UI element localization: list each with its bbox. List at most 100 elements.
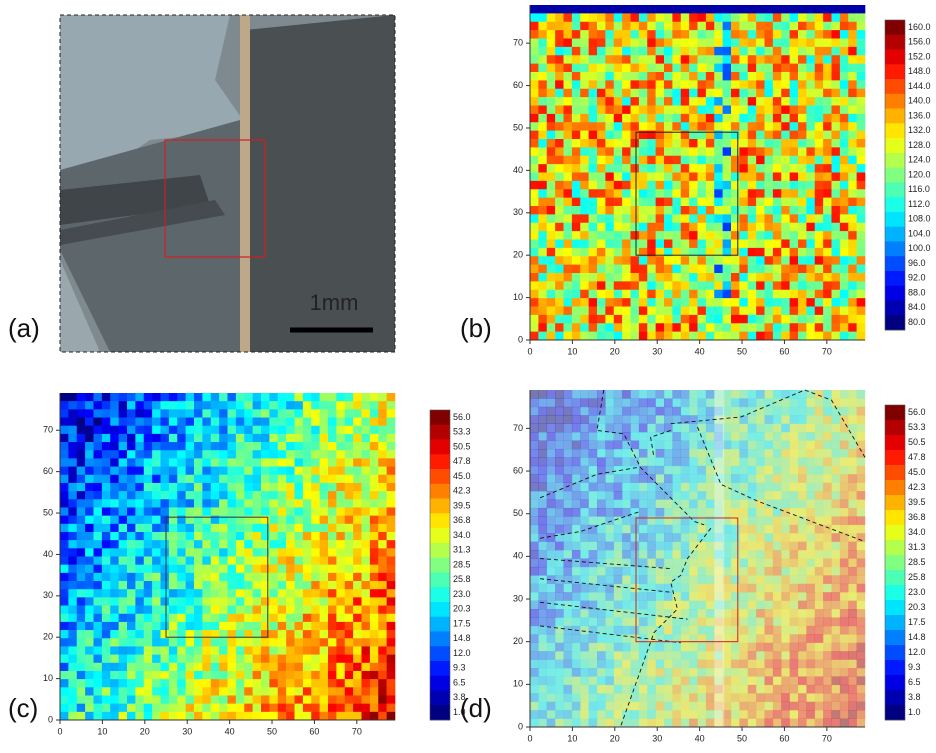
heatmap-cell (110, 695, 119, 703)
heatmap-cell (144, 646, 153, 654)
heatmap-cell (806, 500, 815, 509)
heatmap-cell (723, 106, 732, 115)
heatmap-cell (580, 491, 589, 500)
heatmap-cell (798, 181, 807, 190)
heatmap-cell (530, 80, 539, 89)
heatmap-cell (186, 524, 195, 532)
heatmap-cell (177, 646, 186, 654)
heatmap-cell (370, 622, 379, 630)
heatmap-cell (387, 695, 396, 703)
heatmap-cell (823, 466, 832, 475)
heatmap-cell (85, 622, 94, 630)
heatmap-cell (295, 646, 304, 654)
heatmap-cell (664, 315, 673, 324)
heatmap-cell (547, 332, 556, 341)
heatmap-cell (672, 441, 681, 450)
heatmap-cell (806, 39, 815, 48)
heatmap-cell (538, 424, 547, 433)
heatmap-cell (706, 609, 715, 618)
heatmap-cell (370, 679, 379, 687)
heatmap-cell (538, 710, 547, 719)
heatmap-cell (286, 393, 295, 401)
heatmap-cell (589, 307, 598, 316)
heatmap-cell (614, 198, 623, 207)
heatmap-cell (387, 483, 396, 491)
heatmap-cell (228, 409, 237, 417)
heatmap-cell (689, 332, 698, 341)
heatmap-cell (303, 622, 312, 630)
heatmap-cell (748, 390, 757, 399)
heatmap-cell (572, 559, 581, 568)
heatmap-cell (631, 525, 640, 534)
heatmap-cell (790, 290, 799, 299)
heatmap-cell (698, 13, 707, 22)
heatmap-cell (756, 164, 765, 173)
heatmap-cell (547, 97, 556, 106)
heatmap-cell (244, 622, 253, 630)
heatmap-cell (269, 573, 278, 581)
heatmap-cell (244, 687, 253, 695)
heatmap-cell (211, 704, 220, 712)
heatmap-cell (857, 398, 866, 407)
heatmap-cell (244, 524, 253, 532)
heatmap-cell (127, 491, 136, 499)
heatmap-cell (303, 524, 312, 532)
heatmap-cell (698, 575, 707, 584)
heatmap-cell (664, 156, 673, 165)
heatmap-cell (530, 457, 539, 466)
heatmap-cell (664, 55, 673, 64)
heatmap-cell (706, 122, 715, 131)
heatmap-cell (790, 483, 799, 492)
heatmap-cell (169, 679, 178, 687)
heatmap-cell (135, 581, 144, 589)
heatmap-cell (765, 668, 774, 677)
heatmap-cell (202, 687, 211, 695)
heatmap-cell (202, 548, 211, 556)
heatmap-cell (564, 575, 573, 584)
heatmap-cell (823, 542, 832, 551)
heatmap-cell (798, 500, 807, 509)
heatmap-cell (94, 409, 103, 417)
heatmap-cell (110, 458, 119, 466)
heatmap-cell (362, 458, 371, 466)
heatmap-cell (672, 114, 681, 123)
heatmap-cell (228, 687, 237, 695)
heatmap-cell (698, 719, 707, 728)
colorbar-block (430, 587, 450, 602)
heatmap-cell (739, 432, 748, 441)
heatmap-cell (773, 332, 782, 341)
heatmap-cell (815, 223, 824, 232)
heatmap-cell (144, 418, 153, 426)
heatmap-cell (790, 164, 799, 173)
heatmap-cell (353, 426, 362, 434)
heatmap-cell (119, 646, 128, 654)
heatmap-cell (311, 467, 320, 475)
heatmap-cell (798, 114, 807, 123)
heatmap-cell (664, 332, 673, 341)
colorbar-block (430, 410, 450, 425)
heatmap-cell (127, 557, 136, 565)
heatmap-cell (748, 609, 757, 618)
heatmap-cell (622, 643, 631, 652)
heatmap-cell (748, 181, 757, 190)
heatmap-cell (798, 559, 807, 568)
heatmap-cell (840, 550, 849, 559)
heatmap-cell (102, 548, 111, 556)
heatmap-cell (647, 89, 656, 98)
heatmap-cell (765, 491, 774, 500)
heatmap-cell (689, 30, 698, 39)
heatmap-cell (538, 693, 547, 702)
heatmap-cell (572, 248, 581, 257)
heatmap-cell (639, 256, 648, 265)
heatmap-cell (739, 122, 748, 131)
heatmap-cell (739, 89, 748, 98)
heatmap-cell (127, 426, 136, 434)
heatmap-cell (286, 426, 295, 434)
heatmap-cell (94, 393, 103, 401)
heatmap-cell (161, 499, 170, 507)
heatmap-cell (152, 450, 161, 458)
heatmap-cell (555, 643, 564, 652)
heatmap-cell (823, 223, 832, 232)
heatmap-cell (689, 441, 698, 450)
heatmap-cell (790, 685, 799, 694)
